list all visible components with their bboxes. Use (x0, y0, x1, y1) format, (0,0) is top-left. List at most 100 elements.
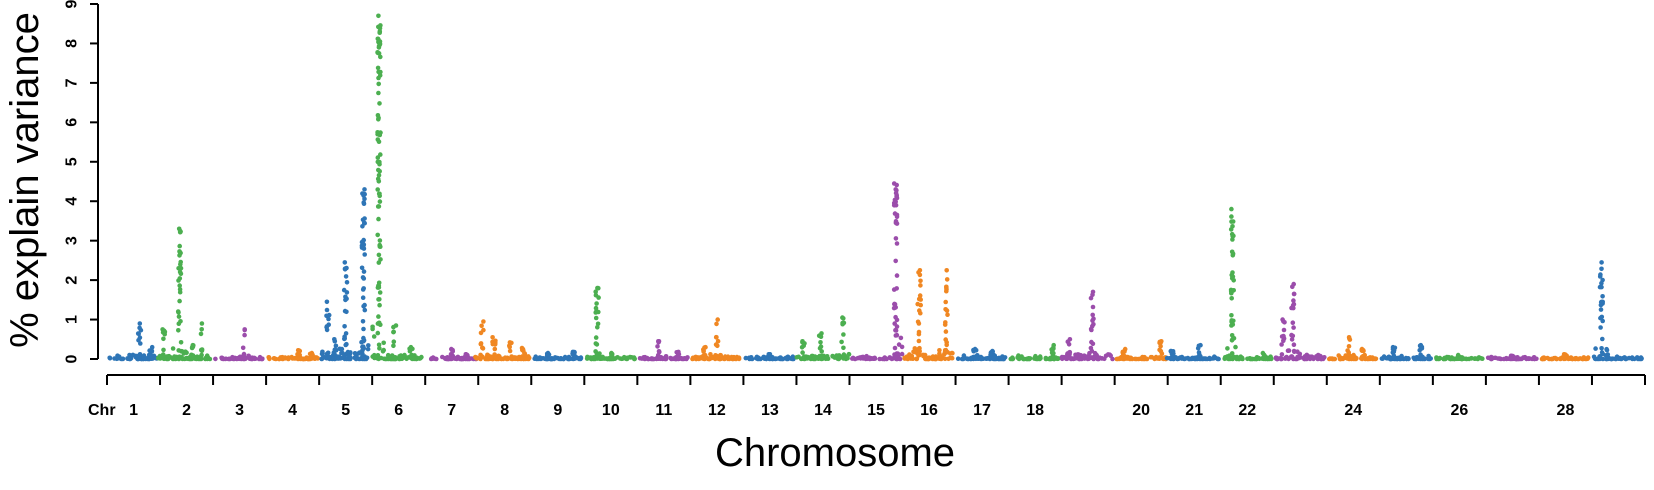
data-point (382, 356, 388, 362)
chromosome-7-points (428, 346, 479, 362)
data-point (1170, 349, 1176, 354)
chromosome-26-points (1434, 352, 1485, 362)
data-point (943, 320, 948, 325)
data-point (378, 54, 383, 60)
data-point (1230, 219, 1236, 224)
data-point (377, 42, 383, 47)
data-point (1604, 346, 1609, 352)
data-point (1599, 266, 1604, 272)
data-point (375, 137, 381, 142)
data-point (155, 355, 161, 361)
data-point (366, 343, 371, 348)
data-point (1284, 355, 1289, 360)
data-point (551, 356, 557, 362)
data-point (1472, 356, 1477, 362)
data-point (177, 289, 183, 295)
data-point (343, 331, 349, 336)
data-point (1291, 342, 1297, 348)
data-point (676, 351, 681, 357)
chromosome-13-points (743, 352, 796, 362)
data-point (375, 65, 381, 71)
data-point (376, 342, 382, 348)
data-point (490, 341, 496, 347)
data-point (1558, 356, 1563, 361)
data-point (1599, 260, 1604, 265)
x-tick-label: 22 (1238, 402, 1256, 419)
data-point (377, 101, 382, 106)
data-point (945, 312, 950, 318)
data-point (507, 348, 513, 354)
data-point (802, 341, 807, 346)
x-tick-label: 21 (1185, 402, 1203, 419)
data-point (595, 325, 600, 330)
x-axis-label: Chromosome (715, 431, 955, 475)
data-point (1249, 356, 1255, 362)
data-point (998, 356, 1004, 362)
data-point (561, 356, 566, 362)
data-point (137, 321, 143, 326)
data-point (177, 269, 183, 275)
data-point (502, 355, 508, 361)
data-point (1329, 356, 1335, 361)
data-point (650, 356, 656, 362)
data-point (1359, 356, 1365, 362)
chromosome-3-points (213, 327, 265, 362)
data-point (1599, 299, 1605, 305)
data-point (378, 244, 383, 249)
data-point (663, 355, 669, 360)
data-point (375, 187, 381, 192)
data-point (1344, 356, 1350, 361)
data-point (599, 355, 605, 360)
data-point (703, 355, 709, 361)
data-point (360, 295, 366, 301)
data-point (1048, 355, 1053, 361)
data-point (1102, 356, 1107, 362)
data-point (324, 351, 330, 357)
data-point (606, 356, 612, 361)
data-point (877, 356, 882, 362)
data-point (246, 353, 251, 359)
data-point (715, 317, 720, 322)
chromosome-8-points (473, 319, 532, 362)
data-point (1291, 325, 1296, 330)
data-point (361, 276, 367, 281)
data-point (1597, 284, 1603, 290)
data-point (1379, 356, 1385, 361)
data-point (1090, 312, 1095, 318)
data-point (1600, 351, 1606, 357)
data-point (1570, 356, 1575, 362)
x-tick-label: 13 (761, 402, 779, 419)
data-point (1291, 298, 1296, 303)
data-point (137, 335, 143, 340)
data-point (1338, 355, 1343, 360)
data-point (143, 355, 148, 361)
x-tick-label: 1 (129, 402, 138, 419)
chromosome-27-points (1485, 353, 1539, 362)
x-tick-label: 26 (1450, 402, 1468, 419)
data-point (807, 355, 812, 360)
data-point (893, 355, 899, 360)
data-point (893, 219, 899, 224)
data-point (893, 258, 898, 264)
data-point (376, 173, 382, 178)
data-point (177, 298, 182, 304)
data-point (1598, 307, 1604, 312)
data-point (242, 354, 247, 360)
data-point (1584, 356, 1589, 362)
data-point (405, 355, 411, 360)
data-point (858, 356, 863, 361)
data-point (1237, 355, 1243, 361)
data-point (514, 355, 520, 361)
data-point (1230, 233, 1235, 239)
data-point (1634, 355, 1640, 360)
y-axis: 0 1 2 3 4 5 6 7 8 9 (64, 0, 99, 363)
data-point (568, 356, 573, 361)
data-point (1349, 354, 1354, 360)
data-point (480, 345, 485, 351)
data-point (344, 309, 349, 315)
data-point (362, 307, 368, 313)
data-point (120, 356, 126, 362)
data-point (1257, 356, 1262, 362)
data-point (1534, 356, 1539, 362)
